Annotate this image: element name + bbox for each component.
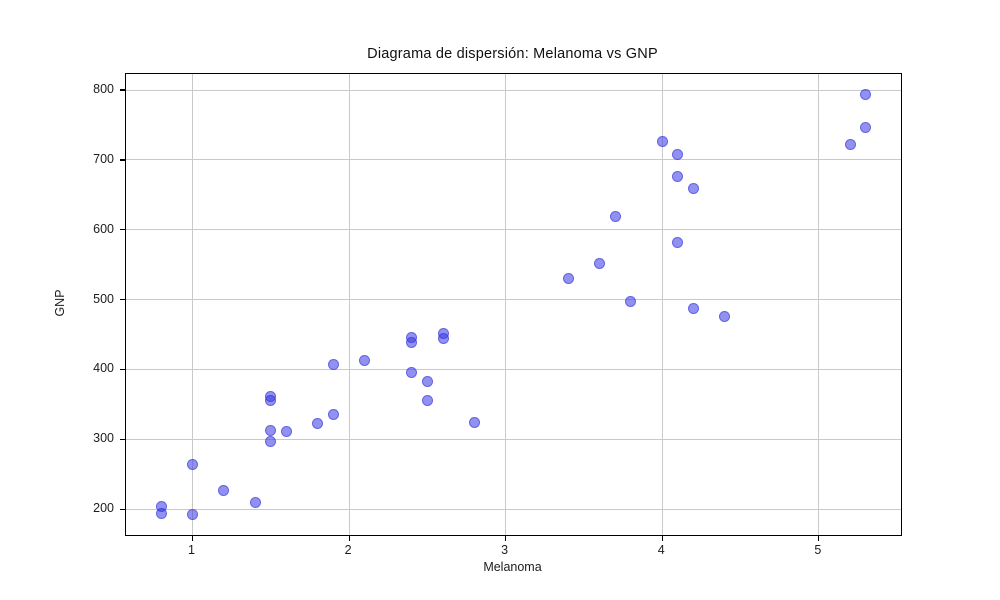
- data-point: [327, 359, 339, 371]
- data-point: [187, 508, 199, 520]
- x-gridline: [192, 74, 194, 535]
- data-point: [155, 507, 167, 519]
- chart-title: Diagrama de dispersión: Melanoma vs GNP: [367, 46, 658, 62]
- y-tick-mark: [120, 508, 126, 510]
- data-point: [594, 257, 606, 269]
- y-gridline: [126, 159, 901, 161]
- data-point: [719, 310, 731, 322]
- data-point: [844, 139, 856, 151]
- data-point: [437, 332, 449, 344]
- y-tick-label: 500: [93, 291, 114, 306]
- data-point: [406, 367, 418, 379]
- data-point: [672, 171, 684, 183]
- data-point: [860, 121, 872, 133]
- x-gridline: [505, 74, 507, 535]
- data-point: [625, 296, 637, 308]
- data-point: [421, 394, 433, 406]
- x-tick-mark: [348, 535, 350, 541]
- x-tick-mark: [818, 535, 820, 541]
- y-tick-label: 300: [93, 431, 114, 446]
- x-gridline: [661, 74, 663, 535]
- y-gridline: [126, 368, 901, 370]
- y-axis-label: GNP: [53, 289, 67, 317]
- x-tick-label: 1: [188, 543, 196, 557]
- data-point: [672, 148, 684, 160]
- y-tick-mark: [120, 229, 126, 231]
- y-gridline: [126, 229, 901, 231]
- y-tick-label: 200: [93, 501, 114, 516]
- data-point: [327, 408, 339, 420]
- x-gridline: [348, 74, 350, 535]
- x-tick-mark: [191, 535, 194, 541]
- data-point: [249, 496, 261, 508]
- data-point: [265, 435, 277, 447]
- plot-area: [120, 73, 902, 541]
- data-point: [468, 417, 480, 429]
- y-tick-mark: [120, 159, 126, 161]
- data-point: [421, 375, 433, 387]
- data-point: [609, 210, 621, 222]
- x-axis-label: Melanoma: [483, 560, 542, 574]
- y-tick-label: 700: [93, 151, 114, 166]
- data-point: [562, 273, 574, 285]
- data-point: [672, 236, 684, 248]
- x-tick-label: 2: [344, 543, 352, 557]
- x-tick-label: 5: [814, 543, 822, 557]
- y-tick-mark: [120, 438, 126, 440]
- y-tick-label: 600: [93, 221, 114, 236]
- data-point: [860, 89, 872, 101]
- x-gridline: [818, 74, 820, 535]
- data-point: [359, 354, 371, 366]
- x-tick-mark: [505, 535, 507, 541]
- y-tick-mark: [120, 368, 126, 371]
- y-gridline: [126, 89, 901, 91]
- y-tick-mark: [120, 299, 126, 301]
- y-tick-label: 400: [93, 361, 114, 376]
- data-point: [688, 303, 700, 315]
- x-tick-label: 4: [657, 543, 665, 557]
- x-tick-mark: [661, 535, 663, 541]
- data-point: [280, 426, 292, 438]
- x-tick-label: 3: [501, 543, 509, 557]
- data-point: [688, 183, 700, 195]
- y-gridline: [126, 438, 901, 440]
- data-point: [218, 484, 230, 496]
- y-tick-label: 800: [93, 82, 114, 97]
- data-point: [265, 424, 277, 436]
- data-point: [406, 337, 418, 349]
- y-gridline: [126, 508, 901, 510]
- y-tick-mark: [120, 89, 126, 91]
- data-point: [656, 136, 668, 148]
- data-point: [312, 417, 324, 429]
- data-point: [187, 458, 199, 470]
- y-gridline: [126, 299, 901, 301]
- data-point: [265, 395, 277, 407]
